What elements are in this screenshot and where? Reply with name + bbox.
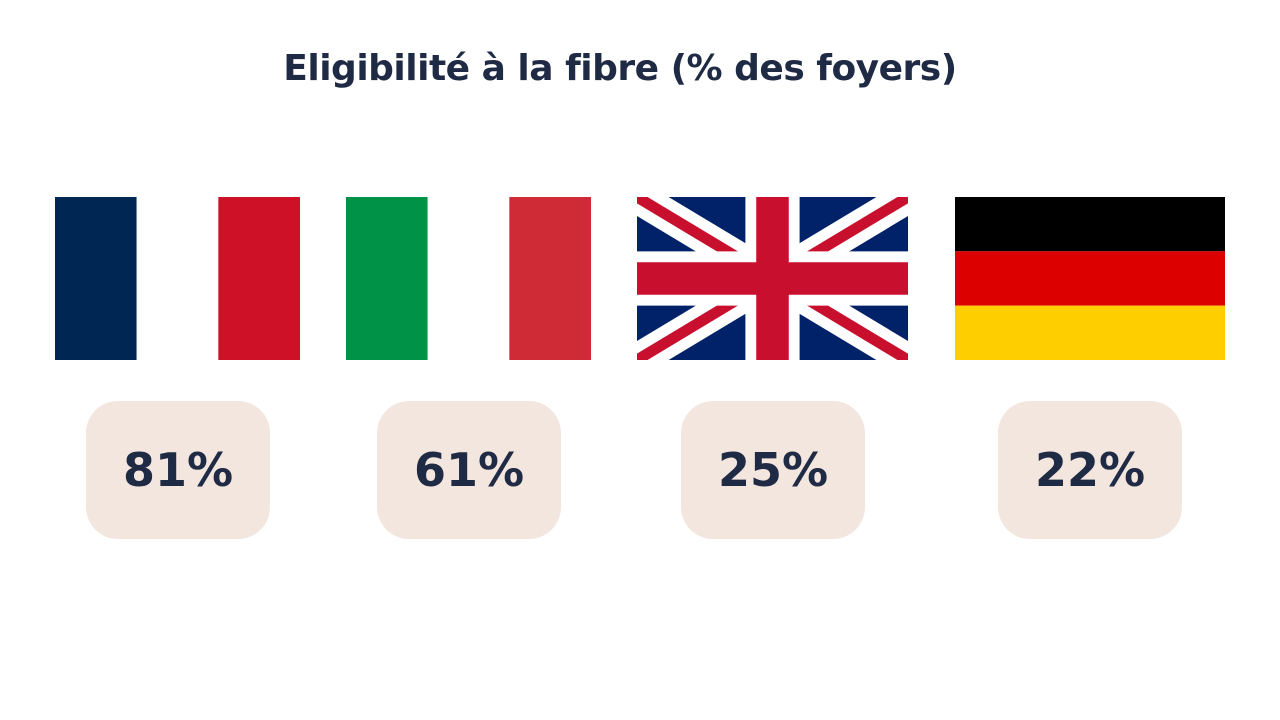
value-badge-france: 81% [86, 401, 270, 539]
chart-title: Eligibilité à la fibre (% des foyers) [283, 48, 957, 89]
value-badge-italy: 61% [377, 401, 561, 539]
italy-flag-icon [346, 197, 591, 360]
france-flag-icon [55, 197, 300, 360]
value-badge-germany: 22% [998, 401, 1182, 539]
value-badge-uk: 25% [681, 401, 865, 539]
uk-flag-icon [637, 197, 908, 360]
germany-flag-icon [955, 197, 1225, 360]
